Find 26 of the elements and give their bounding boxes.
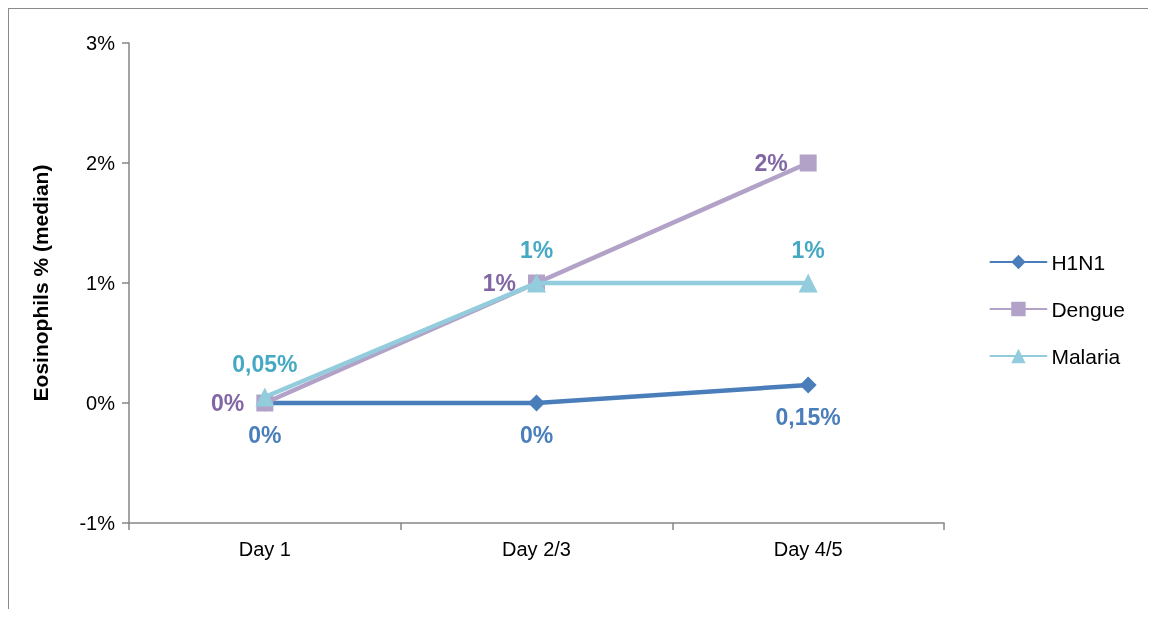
- y-tick-label: 0%: [86, 392, 116, 414]
- data-label: 0%: [248, 422, 282, 448]
- y-tick-label: 3%: [86, 32, 116, 54]
- y-tick-label: -1%: [79, 512, 116, 534]
- data-label: 1%: [482, 270, 516, 296]
- x-tick-label: Day 4/5: [773, 538, 843, 560]
- y-axis-title: Eosinophils % (median): [29, 164, 52, 402]
- data-label: 0%: [519, 422, 554, 448]
- data-label: 1%: [519, 237, 554, 263]
- x-tick-label: Day 2/3: [502, 538, 571, 560]
- data-label: 0%: [211, 390, 245, 416]
- data-label: 0,05%: [232, 351, 298, 377]
- point: [799, 376, 817, 394]
- data-label: 2%: [754, 150, 788, 176]
- point: [528, 394, 545, 412]
- point: [255, 387, 275, 407]
- legend-label: H1N1: [1051, 250, 1106, 274]
- legend-label: Dengue: [1051, 297, 1125, 321]
- data-label: 1%: [791, 237, 825, 263]
- data-label: 0,15%: [775, 404, 841, 430]
- legend-label: Malaria: [1051, 344, 1121, 368]
- x-tick-label: Day 1: [238, 538, 291, 560]
- point: [798, 273, 818, 293]
- y-tick-label: 1%: [86, 272, 116, 294]
- y-tick-label: 2%: [86, 152, 116, 174]
- point: [799, 154, 817, 172]
